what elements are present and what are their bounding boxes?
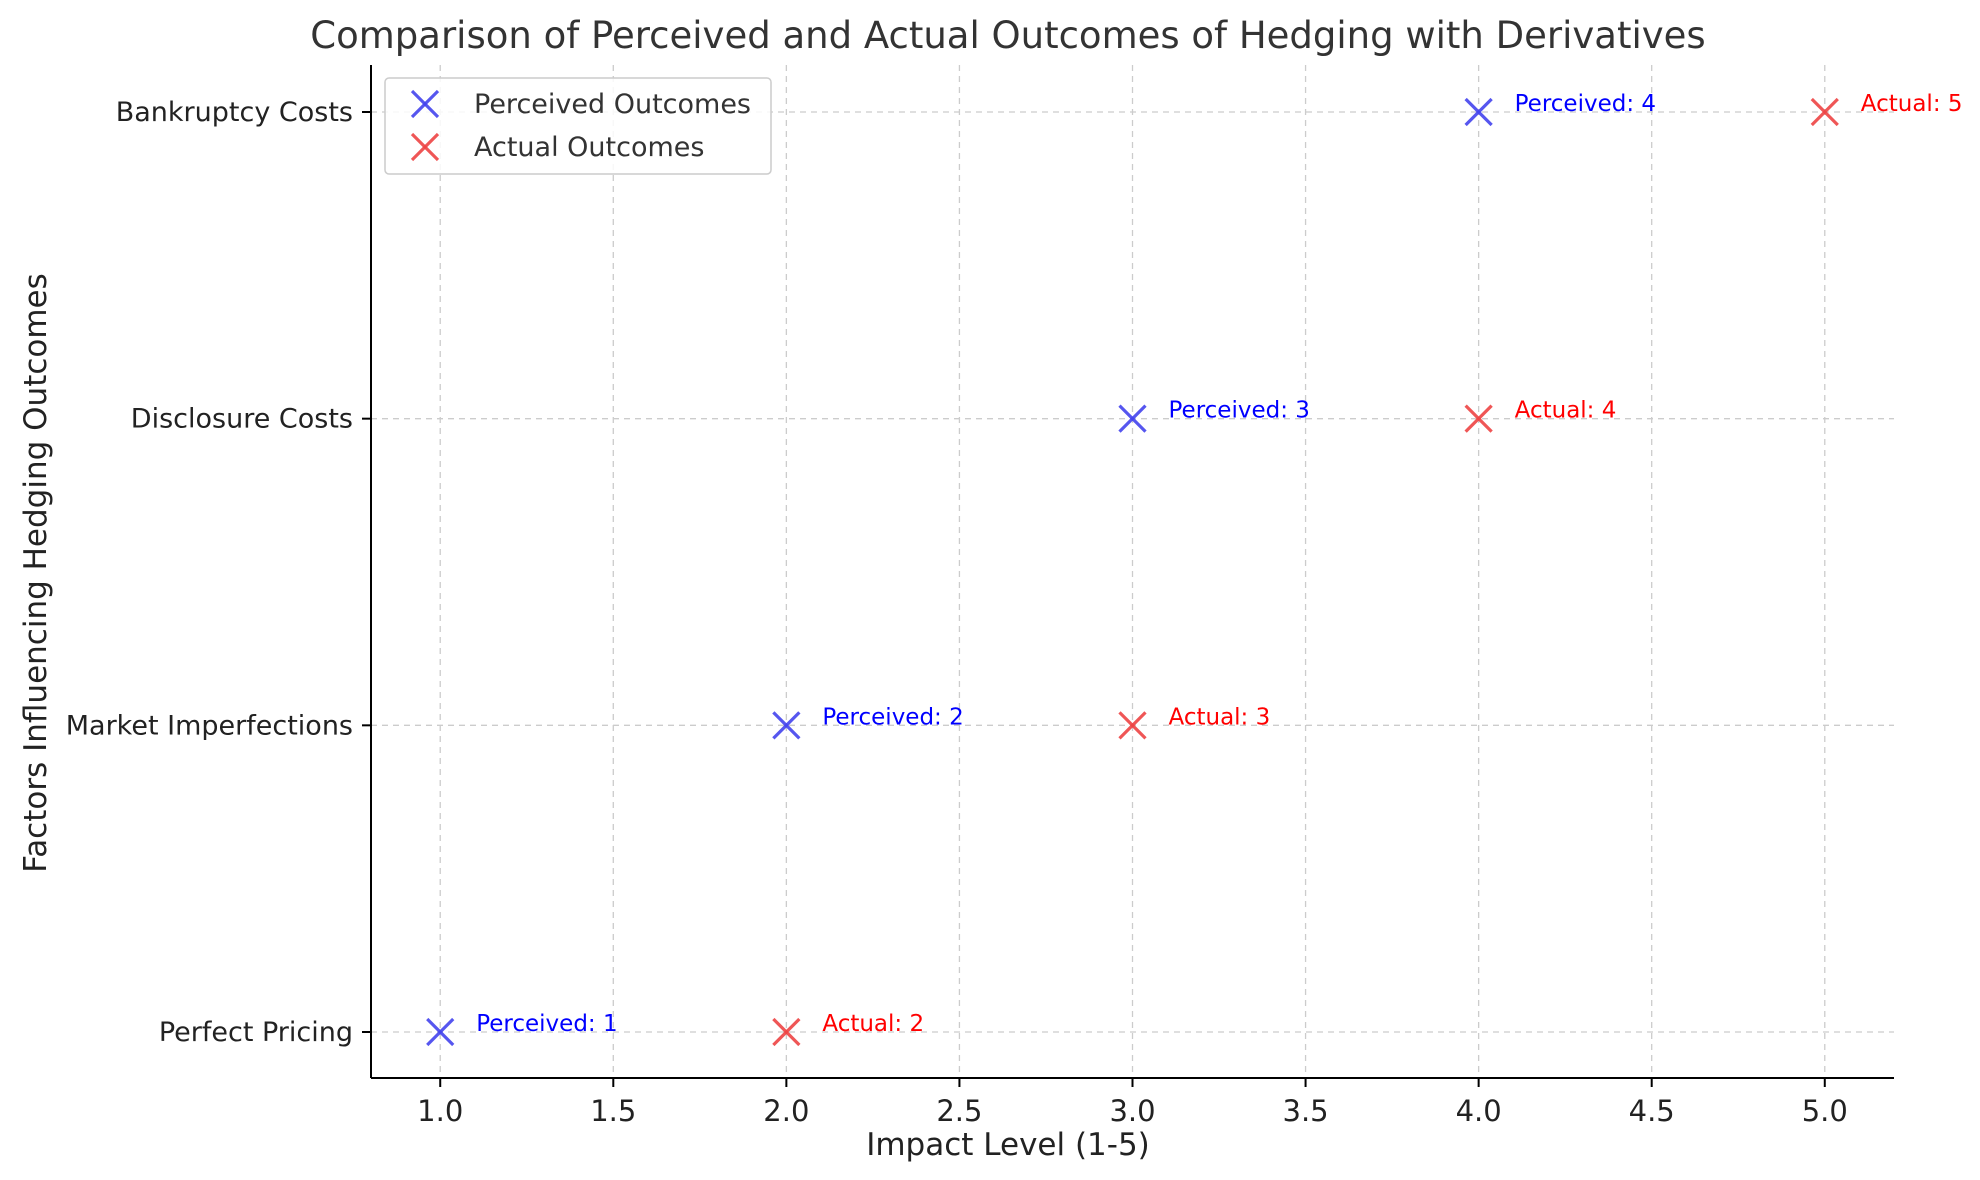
x-tick-label: 3.0 (1109, 1094, 1155, 1128)
x-tick-label: 1.5 (590, 1094, 636, 1128)
legend-box (384, 77, 772, 175)
x-tick-label: 2.5 (936, 1094, 982, 1128)
data-label: Perceived: 3 (1169, 398, 1310, 424)
data-label: Actual: 4 (1515, 398, 1617, 424)
y-axis-label: Factors Influencing Hedging Outcomes (18, 273, 54, 873)
legend-entry: Perceived Outcomes (474, 89, 751, 120)
data-label: Perceived: 1 (476, 1011, 617, 1037)
y-tick-label: Market Imperfections (66, 710, 353, 741)
x-tick-label: 1.0 (417, 1094, 463, 1128)
data-point (1118, 711, 1147, 740)
data-point (1810, 97, 1839, 127)
legend-marker (410, 132, 440, 162)
x-tick-label: 5.0 (1802, 1094, 1848, 1128)
x-tick-label: 4.0 (1456, 1094, 1502, 1128)
grid (371, 65, 1894, 1078)
x-tick-label: 4.5 (1629, 1094, 1675, 1128)
data-label: Actual: 3 (1169, 704, 1271, 730)
legend: Perceived Outcomes Actual Outcomes (384, 77, 772, 175)
data-label: Actual: 2 (822, 1011, 924, 1037)
chart-title: Comparison of Perceived and Actual Outco… (310, 14, 1705, 57)
data-point (1118, 404, 1147, 433)
data-point (1464, 404, 1493, 433)
axes: 1.0 1.5 2.0 2.5 3.0 3.5 4.0 4.5 5.0 Perfect Prici… (66, 65, 1894, 1128)
data-point (1464, 97, 1493, 127)
data-label: Perceived: 4 (1515, 91, 1656, 117)
data-point (426, 1017, 455, 1047)
data-label: Perceived: 2 (822, 704, 963, 730)
plot-area: Perceived: 1 Perceived: 2 Perceived: 3 Perc… (426, 91, 1963, 1047)
data-label: Actual: 5 (1861, 91, 1963, 117)
data-point (772, 711, 801, 740)
x-tick-label: 2.0 (763, 1094, 809, 1128)
data-point (772, 1017, 801, 1047)
legend-marker (410, 89, 440, 119)
x-axis-label: Impact Level (1-5) (866, 1127, 1150, 1163)
y-tick-label: Perfect Pricing (159, 1017, 353, 1048)
legend-entry: Actual Outcomes (474, 132, 704, 163)
x-tick-label: 3.5 (1283, 1094, 1329, 1128)
y-tick-label: Disclosure Costs (131, 404, 353, 435)
y-tick-label: Bankruptcy Costs (116, 97, 353, 128)
